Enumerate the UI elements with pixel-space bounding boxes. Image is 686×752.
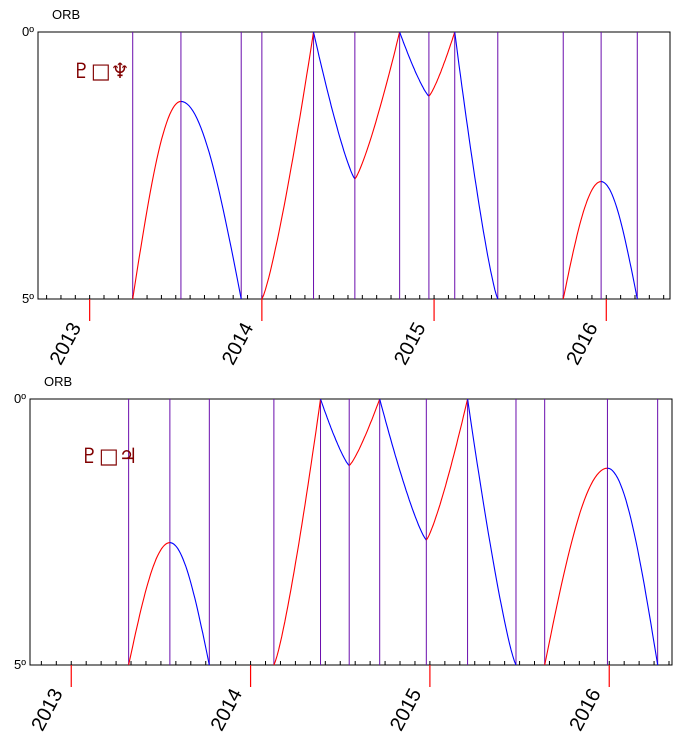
separating-orb-curve: [180, 100, 242, 300]
separating-orb-curve: [601, 180, 638, 300]
plot-frame: [29, 398, 673, 666]
applying-orb-curve: [425, 398, 469, 541]
separating-orb-curve: [467, 398, 517, 666]
applying-orb-curve: [261, 31, 315, 300]
y-tick-label-bottom: 5º: [14, 657, 26, 672]
applying-orb-curve: [544, 467, 608, 666]
x-tick-label: 2013: [46, 319, 86, 369]
x-tick-label: 2016: [562, 319, 602, 369]
plot-frame: [37, 31, 671, 300]
applying-orb-curve: [132, 100, 182, 300]
separating-orb-curve: [319, 398, 350, 466]
y-axis-title: ORB: [52, 7, 80, 22]
applying-orb-curve: [273, 398, 322, 666]
applying-orb-curve: [428, 31, 456, 97]
x-tick-label: 2015: [386, 685, 426, 735]
separating-orb-curve: [399, 31, 430, 97]
x-tick-label: 2016: [565, 685, 605, 735]
applying-orb-curve: [128, 542, 170, 666]
applying-orb-curve: [348, 398, 381, 466]
x-tick-label: 2014: [218, 319, 258, 369]
separating-orb-curve: [454, 31, 499, 300]
aspect-glyph-label: ♇□♆: [72, 59, 130, 83]
applying-orb-curve: [354, 31, 401, 180]
y-axis-title: ORB: [44, 374, 72, 389]
chart-panel-1: ORB 0º 5º 2013 2014 2015 2016 ♇□♆: [22, 7, 671, 369]
aspect-glyph-label: ♇□♃: [80, 444, 138, 468]
separating-orb-curve: [607, 467, 659, 666]
x-tick-label: 2015: [390, 319, 430, 369]
x-tick-label: 2013: [27, 685, 67, 735]
separating-orb-curve: [169, 542, 210, 666]
applying-orb-curve: [562, 180, 602, 300]
separating-orb-curve: [379, 398, 427, 541]
x-tick-label: 2014: [207, 685, 247, 735]
y-tick-label-bottom: 5º: [22, 291, 34, 306]
y-tick-label-top: 0º: [22, 24, 34, 39]
separating-orb-curve: [312, 31, 356, 180]
y-tick-label-top: 0º: [14, 391, 26, 406]
